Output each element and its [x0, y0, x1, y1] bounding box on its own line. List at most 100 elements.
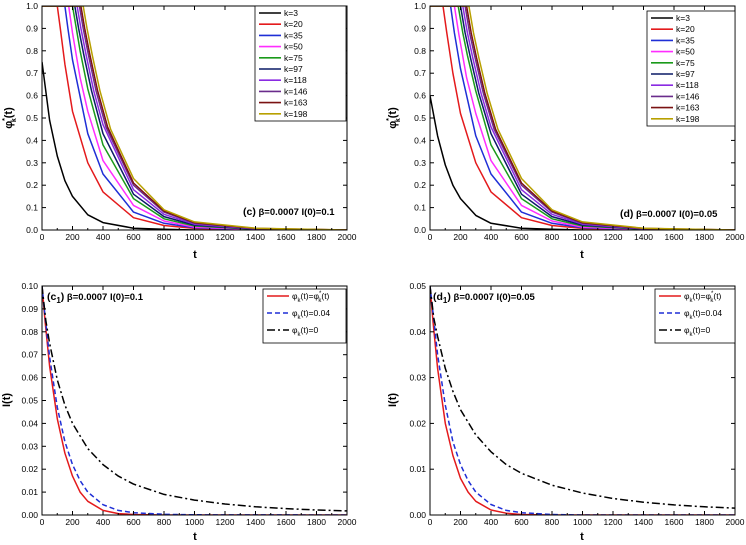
y-tick-label: 0.03: [409, 373, 426, 383]
x-tick-label: 0: [40, 517, 45, 527]
chart-panel-d: 0 200 400 600 800 1000 1200 1400 1600 1800 2000 0.0…: [386, 1, 745, 261]
y-tick-label: 0.02: [21, 464, 38, 474]
y-tick-label: 0.3: [414, 158, 426, 168]
y-tick-label: 0.7: [414, 68, 426, 78]
y-axis-label: φ* k(t): [386, 107, 402, 129]
y-axis-label: I(t): [387, 393, 399, 407]
y-tick-label: 1.0: [26, 1, 38, 11]
legend-box: [654, 288, 736, 344]
x-tick-label: 400: [96, 517, 110, 527]
legend-entry-3: φk(t)=0: [684, 325, 711, 338]
legend-entry-2: k=20: [284, 19, 303, 29]
legend-entry-4: k=50: [284, 42, 303, 52]
y-tick-label: 0.04: [21, 418, 38, 428]
y-axis-label-sup: *: [386, 118, 393, 121]
x-tick-label: 1600: [665, 232, 684, 242]
legend-entry-10: k=198: [284, 109, 308, 119]
panel-label-close: ): [447, 291, 451, 303]
x-tick-label: 1200: [216, 517, 235, 527]
x-tick-label: 800: [545, 232, 559, 242]
panel-params: β=0.0007 I(0)=0.1: [256, 207, 335, 218]
x-tick-label: 200: [65, 232, 79, 242]
y-tick-label: 0.03: [21, 441, 38, 451]
x-tick-label: 1800: [307, 232, 326, 242]
series-line-10: [42, 6, 347, 230]
y-tick-label: 0.06: [21, 373, 38, 383]
legend-entry-1: k=3: [676, 13, 690, 23]
y-tick-label: 0.0: [414, 225, 426, 235]
legend-entry-tail: (t)=0.04: [301, 308, 331, 318]
y-tick-label: 0.02: [409, 418, 426, 428]
x-tick-label: 0: [428, 232, 433, 242]
y-tick-label: 0.05: [409, 281, 426, 291]
y-tick-label: 0.6: [26, 91, 38, 101]
x-tick-label: 200: [65, 517, 79, 527]
x-tick-label: 800: [157, 232, 171, 242]
x-tick-label: 1200: [604, 232, 623, 242]
panel-annotation: (d1) β=0.0007 I(0)=0.05: [433, 291, 536, 305]
x-tick-label: 400: [484, 517, 498, 527]
x-tick-label: 1000: [185, 517, 204, 527]
legend-entry-8: k=146: [284, 86, 308, 96]
series-line-4: [430, 6, 735, 230]
legend-entry-main: φ: [292, 291, 298, 301]
y-tick-label: 0.04: [409, 327, 426, 337]
y-axis-label-sub: k: [11, 118, 18, 122]
legend-entry-sub: k: [690, 332, 694, 338]
y-axis-label-main: φ: [3, 121, 15, 129]
x-tick-label: 2000: [726, 517, 745, 527]
chart-panel-d1: 0 200 400 600 800 1000 1200 1400 1600 1800 2000 0.0…: [387, 281, 745, 543]
legend-entry-sub: k: [690, 315, 694, 321]
y-tick-label: 0.8: [414, 46, 426, 56]
panel-label-close: ): [61, 291, 65, 303]
x-tick-label: 0: [40, 232, 45, 242]
panel-params: β=0.0007 I(0)=0.1: [64, 292, 143, 303]
legend-entry-main: φ: [684, 325, 690, 335]
x-tick-label: 400: [96, 232, 110, 242]
legend-entry-tail2: (t): [321, 291, 329, 301]
chart-panel-c1: 0 200 400 600 800 1000 1200 1400 1600 1800 2000 0.0…: [1, 281, 357, 543]
x-tick-label: 1400: [246, 517, 265, 527]
x-tick-label: 800: [545, 517, 559, 527]
series-line-2: [430, 286, 735, 515]
y-tick-label: 0.1: [26, 203, 38, 213]
y-tick-label: 0.01: [21, 487, 38, 497]
y-tick-label: 0.9: [26, 23, 38, 33]
y-tick-label: 0.07: [21, 350, 38, 360]
legend-entry-sub2: k: [710, 298, 714, 304]
y-tick-label: 0.10: [21, 281, 38, 291]
series-line-2: [42, 286, 347, 515]
x-tick-label: 2000: [338, 517, 357, 527]
x-tick-label: 1600: [277, 232, 296, 242]
x-tick-label: 1600: [665, 517, 684, 527]
series-line-4: [42, 6, 347, 230]
y-tick-label: 0.9: [414, 23, 426, 33]
legend-entry-2: φk(t)=0.04: [292, 308, 330, 321]
series-line-3: [430, 286, 735, 509]
y-tick-label: 0.05: [21, 396, 38, 406]
x-tick-label: 1800: [695, 517, 714, 527]
legend-entry-sub: k: [690, 298, 694, 304]
legend-entry-5: k=75: [676, 58, 695, 68]
series-group: [42, 6, 347, 230]
x-tick-label: 200: [453, 232, 467, 242]
chart-panel-c: 0 200 400 600 800 1000 1200 1400 1600 1800 2000 0.0…: [2, 1, 357, 261]
x-tick-label: 1800: [695, 232, 714, 242]
legend-entry-main: φ: [684, 291, 690, 301]
y-tick-label: 0.08: [21, 327, 38, 337]
x-tick-label: 600: [126, 517, 140, 527]
y-tick-label: 0.5: [26, 113, 38, 123]
y-tick-label: 1.0: [414, 1, 426, 11]
legend-entry-sub: k: [298, 332, 302, 338]
legend-entry-tail: (t)=0.04: [693, 308, 723, 318]
x-axis-label: t: [193, 249, 197, 261]
legend-entry-sub: k: [298, 315, 302, 321]
y-tick-label: 0.2: [26, 180, 38, 190]
y-tick-label: 0.1: [414, 203, 426, 213]
x-tick-label: 2000: [338, 232, 357, 242]
legend-entry-tail2: (t): [713, 291, 721, 301]
legend-entry-9: k=163: [676, 103, 700, 113]
panel-label: (d): [620, 208, 633, 220]
